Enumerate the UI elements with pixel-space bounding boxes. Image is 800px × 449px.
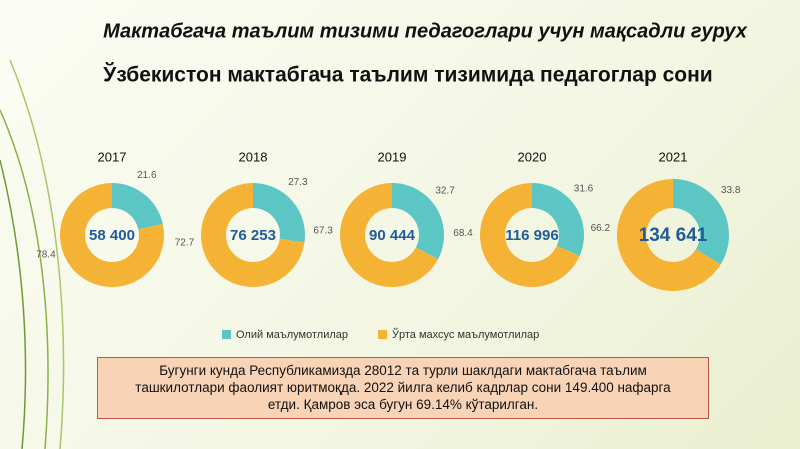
value-label: 66.2 bbox=[591, 223, 611, 234]
legend-label: Ўрта махсус маълумотлилар bbox=[392, 328, 539, 341]
donut-segment bbox=[673, 179, 730, 265]
donut-segment bbox=[340, 183, 439, 288]
value-label: 72.7 bbox=[175, 237, 195, 248]
center-label: 90 444 bbox=[369, 227, 416, 244]
center-label: 76 253 bbox=[230, 227, 276, 244]
note-box: Бугунги кунда Республикамизда 28012 та т… bbox=[97, 357, 709, 419]
donut-segment bbox=[532, 183, 584, 256]
value-label: 67.3 bbox=[313, 226, 333, 237]
slide-title: Мактабгача таълим тизими педагоглари учу… bbox=[103, 20, 748, 42]
value-label: 21.6 bbox=[137, 170, 157, 181]
donut-segment bbox=[112, 183, 163, 230]
donut-title: 2019 bbox=[378, 149, 407, 164]
donut-title: 2020 bbox=[518, 149, 547, 164]
donut-title: 2018 bbox=[239, 149, 268, 164]
slide-subtitle: Ўзбекистон мактабгача таълим тизимида пе… bbox=[102, 63, 712, 87]
donut-segment bbox=[201, 183, 305, 287]
donut-title: 2017 bbox=[98, 149, 127, 164]
value-label: 32.7 bbox=[435, 186, 455, 197]
center-label: 134 641 bbox=[639, 225, 708, 246]
donut-segment bbox=[253, 183, 305, 243]
donut-segment bbox=[392, 183, 444, 260]
center-label: 116 996 bbox=[505, 227, 558, 244]
value-label: 31.6 bbox=[574, 184, 594, 195]
donut-segment bbox=[480, 183, 580, 287]
value-label: 68.4 bbox=[453, 228, 473, 239]
center-label: 58 400 bbox=[89, 227, 135, 244]
legend-swatch bbox=[222, 330, 231, 339]
donut-segment bbox=[617, 179, 721, 291]
decoration bbox=[0, 59, 65, 449]
legend-label: Олий маълумотлилар bbox=[236, 329, 348, 341]
donut-segment bbox=[60, 183, 165, 288]
donut-title: 2021 bbox=[659, 149, 688, 164]
legend-swatch bbox=[378, 330, 387, 339]
value-label: 27.3 bbox=[288, 177, 308, 188]
value-label: 78.4 bbox=[36, 250, 56, 261]
value-label: 33.8 bbox=[721, 185, 741, 196]
